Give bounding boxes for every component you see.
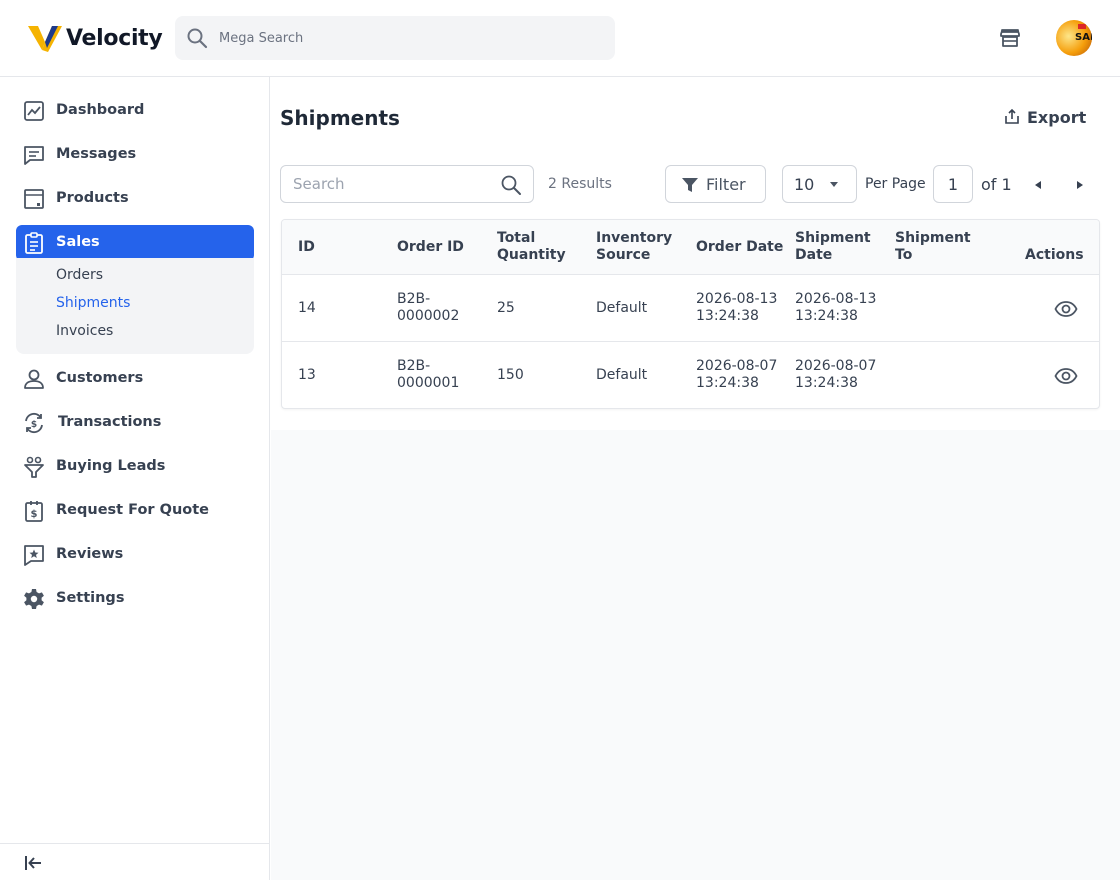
per-page-select[interactable]: 10: [782, 165, 857, 203]
reviews-icon: [24, 545, 44, 566]
filter-button[interactable]: Filter: [665, 165, 766, 203]
cell-order-date: 2026-08-13 13:24:38: [696, 291, 778, 324]
request-quote-icon: $: [25, 501, 43, 522]
sidebar-item-customers[interactable]: Customers: [16, 361, 254, 397]
total-pages: of 1: [981, 175, 1012, 194]
user-avatar[interactable]: SAI: [1056, 20, 1092, 56]
column-header-order-date[interactable]: Order Date: [696, 239, 784, 255]
sidebar-item-label: Products: [56, 190, 129, 206]
transactions-icon: $: [25, 412, 43, 434]
buying-leads-icon: [24, 456, 44, 478]
view-eye-icon[interactable]: [1054, 367, 1078, 385]
mega-search-input[interactable]: [219, 16, 599, 60]
next-page-icon[interactable]: [1072, 177, 1088, 193]
view-eye-icon[interactable]: [1054, 300, 1078, 318]
column-header-actions: Actions: [1025, 247, 1084, 263]
page-title: Shipments: [280, 106, 400, 130]
cell-shipment-date: 2026-08-07 13:24:38: [795, 358, 877, 391]
submenu-item-orders[interactable]: Orders: [56, 267, 104, 283]
sidebar-item-label: Reviews: [56, 546, 124, 562]
avatar-flag-mark: [1078, 24, 1086, 29]
sales-submenu: Orders Shipments Invoices: [16, 258, 254, 354]
sidebar-item-label: Buying Leads: [56, 458, 166, 474]
cell-total-quantity: 25: [497, 300, 515, 316]
sidebar-item-sales[interactable]: Sales: [16, 225, 254, 261]
table-row: 14 B2B- 0000002 25 Default 2026-08-13 13…: [282, 275, 1099, 342]
collapse-sidebar-icon[interactable]: [22, 852, 44, 874]
table-search-input[interactable]: [293, 166, 493, 202]
export-button[interactable]: Export: [1003, 105, 1086, 129]
svg-text:$: $: [31, 420, 37, 430]
export-label: Export: [1027, 107, 1087, 127]
dashboard-icon: [24, 101, 44, 121]
per-page-label: Per Page: [865, 176, 926, 192]
table-search-box[interactable]: [280, 165, 534, 203]
sidebar-item-label: Transactions: [58, 414, 162, 430]
sidebar-item-label: Sales: [56, 234, 100, 250]
top-header: Velocity SAI: [0, 0, 1120, 77]
column-header-shipment-date[interactable]: Shipment Date: [795, 230, 871, 263]
shipments-table: ID Order ID Total Quantity Inventory Sou…: [281, 219, 1100, 409]
search-icon[interactable]: [500, 174, 522, 196]
per-page-value: 10: [794, 175, 815, 194]
sidebar-item-transactions[interactable]: $ Transactions: [16, 405, 254, 441]
sidebar-item-request-for-quote[interactable]: $ Request For Quote: [16, 493, 254, 529]
storefront-icon[interactable]: [998, 26, 1022, 50]
table-row: 13 B2B- 0000001 150 Default 2026-08-07 1…: [282, 342, 1099, 408]
avatar-text: SAI: [1075, 32, 1092, 43]
settings-icon: [24, 589, 44, 609]
sidebar-footer: [0, 843, 269, 880]
cell-order-id: B2B- 0000002: [397, 291, 460, 324]
caret-down-icon: [830, 182, 838, 187]
filter-icon: [682, 178, 698, 192]
sidebar-item-label: Request For Quote: [56, 502, 210, 518]
cell-inventory-source: Default: [596, 367, 648, 383]
results-count: 2 Results: [548, 176, 612, 192]
submenu-item-invoices[interactable]: Invoices: [56, 323, 114, 339]
submenu-item-shipments[interactable]: Shipments: [56, 295, 131, 311]
cell-id: 13: [298, 367, 316, 383]
sidebar-item-dashboard[interactable]: Dashboard: [16, 93, 254, 129]
page-number-input[interactable]: [933, 165, 973, 203]
sidebar-item-reviews[interactable]: Reviews: [16, 537, 254, 573]
svg-text:$: $: [31, 509, 38, 520]
column-header-order-id[interactable]: Order ID: [397, 239, 464, 255]
column-header-inventory-source[interactable]: Inventory Source: [596, 230, 673, 263]
products-icon: [24, 189, 44, 209]
cell-order-id: B2B- 0000001: [397, 358, 460, 391]
cell-id: 14: [298, 300, 316, 316]
sidebar-item-label: Dashboard: [56, 102, 145, 118]
export-icon: [1005, 108, 1019, 124]
sidebar-item-buying-leads[interactable]: Buying Leads: [16, 449, 254, 485]
table-header: ID Order ID Total Quantity Inventory Sou…: [282, 220, 1099, 275]
messages-icon: [24, 146, 44, 165]
cell-inventory-source: Default: [596, 300, 648, 316]
sidebar: Dashboard Messages Products Sales Orders…: [0, 77, 270, 880]
sidebar-item-label: Settings: [56, 590, 125, 606]
filter-label: Filter: [706, 175, 746, 194]
main-content: Shipments Export 2 Results Filter 1: [271, 77, 1120, 880]
sales-icon: [25, 232, 43, 254]
sidebar-item-settings[interactable]: Settings: [16, 581, 254, 617]
mega-search-box[interactable]: [175, 16, 615, 60]
sidebar-item-messages[interactable]: Messages: [16, 137, 254, 173]
sidebar-item-label: Messages: [56, 146, 137, 162]
brand-name: Velocity: [66, 25, 163, 51]
column-header-total-quantity[interactable]: Total Quantity: [497, 230, 566, 263]
column-header-id[interactable]: ID: [298, 239, 315, 255]
brand-logo[interactable]: Velocity: [28, 22, 163, 54]
cell-total-quantity: 150: [497, 367, 524, 383]
cell-order-date: 2026-08-07 13:24:38: [696, 358, 778, 391]
shipments-panel: Shipments Export 2 Results Filter 1: [271, 77, 1120, 430]
column-header-shipment-to[interactable]: Shipment To: [895, 230, 971, 263]
prev-page-icon[interactable]: [1030, 177, 1046, 193]
sidebar-item-label: Customers: [56, 370, 144, 386]
cell-shipment-date: 2026-08-13 13:24:38: [795, 291, 877, 324]
customers-icon: [24, 369, 44, 389]
search-icon: [187, 28, 208, 49]
sidebar-item-products[interactable]: Products: [16, 181, 254, 217]
velocity-logo-icon: [28, 26, 62, 52]
